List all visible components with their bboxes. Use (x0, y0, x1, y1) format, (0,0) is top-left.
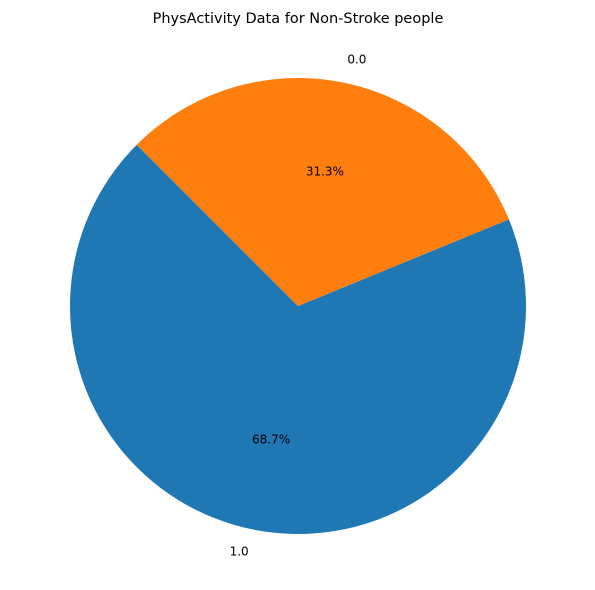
slice-label-1-0: 1.0 (230, 544, 249, 558)
pie-slice-1-0 (70, 144, 527, 534)
slice-percent-0-0: 31.3% (306, 164, 344, 178)
slice-label-0-0: 0.0 (347, 53, 366, 67)
pie-labels: 1.0 68.7% 0.0 31.3% (230, 53, 367, 559)
pie-slice-0-0 (136, 77, 509, 307)
slice-percent-1-0: 68.7% (252, 433, 290, 447)
pie-slices (70, 77, 527, 534)
chart-title: PhysActivity Data for Non-Stroke people (153, 11, 444, 27)
